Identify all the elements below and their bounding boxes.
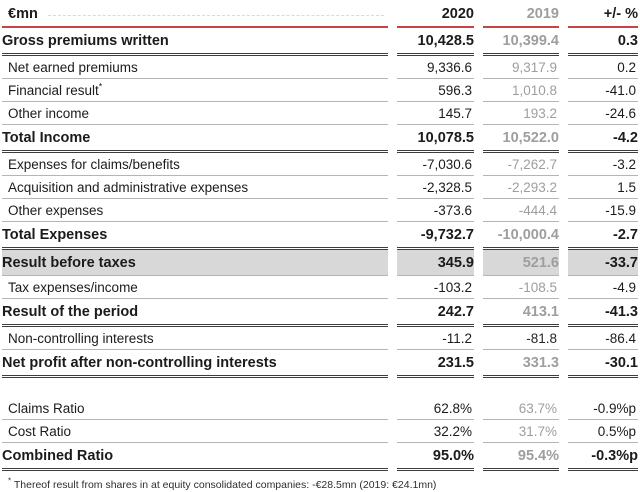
table-row: Result before taxes 345.9 521.6 -33.7: [2, 250, 638, 276]
table-row: Non-controlling interests -11.2 -81.8 -8…: [2, 327, 638, 350]
value-2020: 145.7: [397, 102, 474, 125]
value-2019: -7,262.7: [483, 153, 559, 176]
table-row: Tax expenses/income -103.2 -108.5 -4.9: [2, 276, 638, 299]
value-2020: 95.0%: [397, 443, 474, 471]
value-2020: -11.2: [397, 327, 474, 350]
value-2020: 345.9: [397, 250, 474, 276]
row-label: Total Expenses: [2, 222, 388, 250]
footnote-marker: *: [8, 476, 12, 486]
row-label: Net profit after non-controlling interes…: [2, 350, 388, 378]
header-col-2020: 2020: [397, 2, 474, 28]
value-2019: 1,010.8: [483, 79, 559, 102]
value-2019: 521.6: [483, 250, 559, 276]
row-label: Non-controlling interests: [2, 327, 388, 350]
value-change: 0.3: [568, 28, 638, 56]
row-label: Expenses for claims/benefits: [2, 153, 388, 176]
value-2020: 596.3: [397, 79, 474, 102]
value-change: 0.2: [568, 56, 638, 79]
row-label: Other expenses: [2, 199, 388, 222]
table-row: Total Expenses -9,732.7 -10,000.4 -2.7: [2, 222, 638, 250]
row-label: Result of the period: [2, 299, 388, 327]
value-2019: 193.2: [483, 102, 559, 125]
value-change: -4.9: [568, 276, 638, 299]
row-label: Cost Ratio: [2, 420, 388, 443]
table-row: Claims Ratio 62.8% 63.7% -0.9%p: [2, 397, 638, 420]
value-2019: -81.8: [483, 327, 559, 350]
value-2020: 10,428.5: [397, 28, 474, 56]
value-2019: 63.7%: [483, 397, 559, 420]
value-change: 1.5: [568, 176, 638, 199]
row-label: Claims Ratio: [2, 397, 388, 420]
value-change: -3.2: [568, 153, 638, 176]
row-label: Combined Ratio: [2, 443, 388, 471]
table-row: Cost Ratio 32.2% 31.7% 0.5%p: [2, 420, 638, 443]
value-2019: 331.3: [483, 350, 559, 378]
value-2019: 10,399.4: [483, 28, 559, 56]
value-change: -0.3%p: [568, 443, 638, 471]
row-label: Gross premiums written: [2, 28, 388, 56]
value-2019: -10,000.4: [483, 222, 559, 250]
value-2020: -7,030.6: [397, 153, 474, 176]
value-2019: 413.1: [483, 299, 559, 327]
table-row: Financial result* 596.3 1,010.8 -41.0: [2, 79, 638, 102]
value-2019: 31.7%: [483, 420, 559, 443]
header-col-change: +/- %: [568, 2, 638, 28]
table-body: Gross premiums written 10,428.5 10,399.4…: [2, 28, 638, 471]
footnote-text: Thereof result from shares in at equity …: [11, 479, 437, 491]
row-label: Result before taxes: [2, 250, 388, 276]
table-row: Result of the period 242.7 413.1 -41.3: [2, 299, 638, 327]
table-row: Acquisition and administrative expenses …: [2, 176, 638, 199]
value-2020: 62.8%: [397, 397, 474, 420]
value-2020: 10,078.5: [397, 125, 474, 153]
value-change: -2.7: [568, 222, 638, 250]
value-2019: -2,293.2: [483, 176, 559, 199]
value-2020: 9,336.6: [397, 56, 474, 79]
value-2020: -2,328.5: [397, 176, 474, 199]
value-change: -33.7: [568, 250, 638, 276]
value-change: -0.9%p: [568, 397, 638, 420]
value-2019: 9,317.9: [483, 56, 559, 79]
value-change: -24.6: [568, 102, 638, 125]
table-header-row: €mn 2020 2019 +/- %: [2, 2, 638, 28]
table-row: Gross premiums written 10,428.5 10,399.4…: [2, 28, 638, 56]
footnote-reference-mark: *: [98, 81, 103, 92]
header-unit-label: €mn: [2, 2, 388, 28]
row-label: Acquisition and administrative expenses: [2, 176, 388, 199]
value-change: -86.4: [568, 327, 638, 350]
row-label: Other income: [2, 102, 388, 125]
table-row: Total Income 10,078.5 10,522.0 -4.2: [2, 125, 638, 153]
table-row: Combined Ratio 95.0% 95.4% -0.3%p: [2, 443, 638, 471]
value-2020: -9,732.7: [397, 222, 474, 250]
value-change: -41.0: [568, 79, 638, 102]
header-leader-line: [47, 15, 384, 16]
row-label: Tax expenses/income: [2, 276, 388, 299]
value-change: -41.3: [568, 299, 638, 327]
table-row: Net profit after non-controlling interes…: [2, 350, 638, 378]
value-2020: 231.5: [397, 350, 474, 378]
table-row: Net earned premiums 9,336.6 9,317.9 0.2: [2, 56, 638, 79]
value-2019: -108.5: [483, 276, 559, 299]
value-2020: -373.6: [397, 199, 474, 222]
value-change: -4.2: [568, 125, 638, 153]
unit-label: €mn: [8, 6, 38, 22]
row-label: Net earned premiums: [2, 56, 388, 79]
table-row: Other income 145.7 193.2 -24.6: [2, 102, 638, 125]
value-2020: 242.7: [397, 299, 474, 327]
value-change: -30.1: [568, 350, 638, 378]
value-2019: 10,522.0: [483, 125, 559, 153]
value-change: -15.9: [568, 199, 638, 222]
table-row: Other expenses -373.6 -444.4 -15.9: [2, 199, 638, 222]
row-label: Total Income: [2, 125, 388, 153]
header-col-2019: 2019: [483, 2, 559, 28]
value-2019: 95.4%: [483, 443, 559, 471]
value-change: 0.5%p: [568, 420, 638, 443]
value-2019: -444.4: [483, 199, 559, 222]
row-label: Financial result*: [2, 79, 388, 102]
value-2020: -103.2: [397, 276, 474, 299]
table-row: Expenses for claims/benefits -7,030.6 -7…: [2, 153, 638, 176]
value-2020: 32.2%: [397, 420, 474, 443]
